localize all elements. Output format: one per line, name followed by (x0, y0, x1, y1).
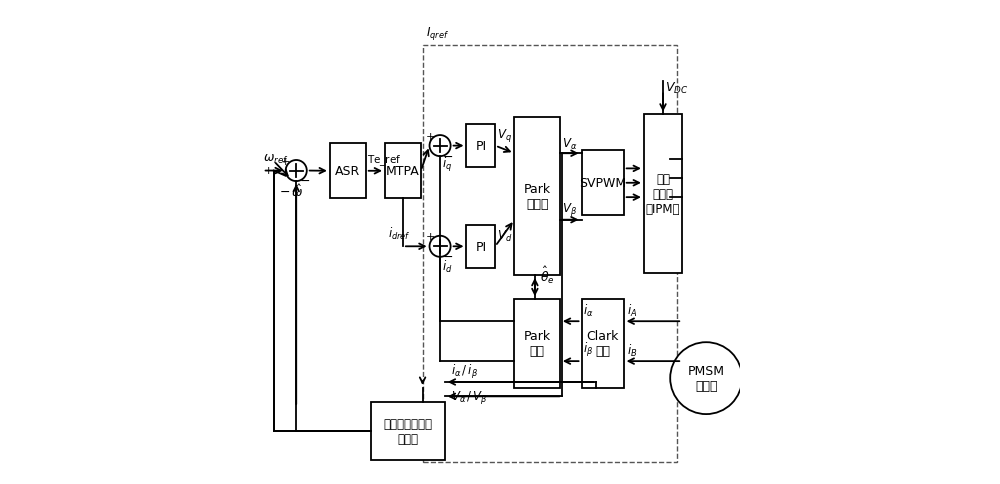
FancyBboxPatch shape (330, 144, 366, 199)
Circle shape (430, 236, 451, 257)
Circle shape (430, 136, 451, 157)
Text: $i_d$: $i_d$ (442, 258, 453, 274)
Text: 三相
逆变器
（IPM）: 三相 逆变器 （IPM） (646, 173, 680, 215)
FancyBboxPatch shape (371, 402, 445, 460)
Circle shape (286, 161, 307, 182)
Text: $\mathrm{Te\_ref}$: $\mathrm{Te\_ref}$ (367, 153, 402, 167)
Text: PI: PI (475, 140, 486, 153)
Text: $V_\beta$: $V_\beta$ (562, 201, 577, 218)
FancyBboxPatch shape (466, 125, 495, 168)
Text: $+$: $+$ (263, 165, 273, 176)
Text: $i_\alpha\,/\,i_\beta$: $i_\alpha\,/\,i_\beta$ (451, 363, 478, 380)
FancyBboxPatch shape (466, 225, 495, 268)
Text: MTPA: MTPA (386, 165, 420, 178)
Text: Clark
变换: Clark 变换 (586, 330, 619, 358)
Text: $-$: $-$ (442, 250, 453, 263)
FancyBboxPatch shape (644, 115, 682, 273)
Text: $\omega_{ref}$: $\omega_{ref}$ (263, 152, 288, 166)
Text: Park
逆变换: Park 逆变换 (524, 182, 551, 211)
Text: $+$: $+$ (280, 155, 291, 166)
Text: $-\,\hat{\omega}$: $-\,\hat{\omega}$ (279, 184, 304, 200)
Text: $+$: $+$ (425, 231, 435, 242)
Text: $V_q$: $V_q$ (497, 126, 512, 143)
Text: $i_{dref}$: $i_{dref}$ (388, 226, 411, 242)
Text: $-$: $-$ (299, 174, 310, 187)
Text: $-$: $-$ (442, 149, 453, 162)
Text: $i_q$: $i_q$ (442, 156, 452, 174)
Text: $V_{DC}$: $V_{DC}$ (665, 81, 689, 96)
Text: $i_\alpha$: $i_\alpha$ (583, 302, 594, 318)
FancyBboxPatch shape (582, 300, 624, 388)
FancyBboxPatch shape (514, 300, 560, 388)
Text: $V_d$: $V_d$ (497, 229, 512, 244)
Text: PI: PI (475, 240, 486, 253)
Text: $i_\beta$: $i_\beta$ (583, 341, 594, 359)
Text: 转子位置和速度
估计器: 转子位置和速度 估计器 (383, 417, 432, 445)
Text: $V_\alpha\,/\,V_\beta$: $V_\alpha\,/\,V_\beta$ (451, 388, 487, 405)
Text: $V_\alpha$: $V_\alpha$ (562, 136, 577, 151)
FancyBboxPatch shape (514, 118, 560, 275)
Text: $+$: $+$ (425, 131, 435, 141)
Text: PMSM
压缩机: PMSM 压缩机 (688, 364, 725, 393)
Text: $\hat{\theta}_e$: $\hat{\theta}_e$ (540, 264, 554, 285)
Text: $I_{qref}$: $I_{qref}$ (426, 25, 449, 42)
Text: $i_B$: $i_B$ (627, 343, 637, 359)
Text: $i_A$: $i_A$ (627, 302, 637, 318)
FancyBboxPatch shape (582, 151, 624, 216)
Text: SVPWM: SVPWM (579, 177, 626, 190)
Circle shape (670, 343, 742, 414)
Text: Park
变换: Park 变换 (524, 330, 551, 358)
Text: ASR: ASR (335, 165, 360, 178)
FancyBboxPatch shape (385, 144, 421, 199)
